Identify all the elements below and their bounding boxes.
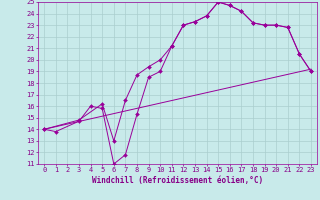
X-axis label: Windchill (Refroidissement éolien,°C): Windchill (Refroidissement éolien,°C) [92,176,263,185]
